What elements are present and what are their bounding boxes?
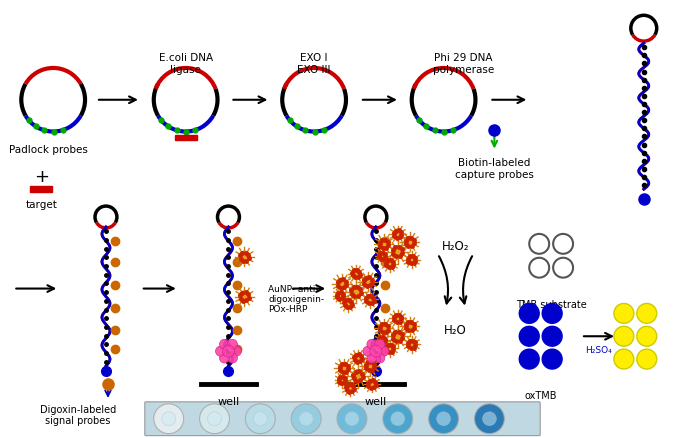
Bar [30,187,52,193]
Circle shape [338,363,349,374]
Text: TMB substrate: TMB substrate [516,300,586,310]
Circle shape [393,314,403,324]
Circle shape [219,339,229,350]
Circle shape [363,346,373,356]
Circle shape [232,346,241,356]
Text: oxTMB: oxTMB [525,390,558,400]
Circle shape [353,353,363,363]
Circle shape [239,291,250,302]
Circle shape [392,330,404,343]
Text: Padlock probes: Padlock probes [10,145,88,155]
Circle shape [429,404,458,434]
Circle shape [253,412,267,426]
Circle shape [227,353,238,363]
Circle shape [553,234,573,254]
Text: well: well [217,396,240,406]
Circle shape [367,353,377,363]
Circle shape [543,327,562,346]
Circle shape [338,376,346,384]
Circle shape [370,346,382,357]
Circle shape [349,286,362,298]
Circle shape [637,304,657,324]
Circle shape [393,230,403,239]
Circle shape [227,339,238,350]
Circle shape [404,237,415,248]
Circle shape [407,255,416,265]
Circle shape [337,404,367,434]
Circle shape [378,323,389,334]
Text: Biotin-labeled
capture probes: Biotin-labeled capture probes [455,158,534,180]
Circle shape [367,379,377,389]
Text: EXO I
EXO III: EXO I EXO III [297,53,331,74]
Circle shape [367,339,377,350]
Circle shape [543,304,562,324]
Circle shape [614,327,634,346]
Circle shape [291,404,321,434]
Circle shape [223,346,234,357]
Circle shape [351,370,364,382]
Circle shape [365,295,375,305]
Circle shape [375,339,385,350]
Text: Digoxin-labeled
signal probes: Digoxin-labeled signal probes [40,404,116,425]
Text: H₂O₂: H₂O₂ [442,239,469,252]
Circle shape [153,404,184,434]
Circle shape [530,234,549,254]
Circle shape [391,412,405,426]
Circle shape [543,350,562,369]
Circle shape [637,350,657,369]
Text: E.coli DNA
ligase: E.coli DNA ligase [158,53,213,74]
Circle shape [519,304,539,324]
Circle shape [216,346,225,356]
Circle shape [364,360,375,372]
Circle shape [436,412,451,426]
Circle shape [637,327,657,346]
Circle shape [530,258,549,278]
Text: H₂O: H₂O [444,324,467,336]
Circle shape [336,292,344,300]
Circle shape [299,412,313,426]
Circle shape [404,321,415,332]
Circle shape [351,269,361,279]
Circle shape [392,246,404,258]
Circle shape [162,412,175,426]
Circle shape [385,259,395,269]
Circle shape [378,239,389,250]
Circle shape [553,258,573,278]
Circle shape [482,412,497,426]
Text: well: well [364,396,387,406]
Bar [175,135,197,141]
FancyBboxPatch shape [145,402,540,436]
Text: AuNP- anti-
digoxigenin-
POx-HRP: AuNP- anti- digoxigenin- POx-HRP [269,284,325,314]
Circle shape [383,404,413,434]
Circle shape [475,404,504,434]
Circle shape [245,404,275,434]
Text: Phi 29 DNA
polymerase: Phi 29 DNA polymerase [433,53,494,74]
Text: +: + [34,168,49,186]
Circle shape [362,276,373,287]
Circle shape [377,252,386,260]
Circle shape [377,336,386,345]
Text: H₂SO₄: H₂SO₄ [586,346,612,354]
Circle shape [345,412,359,426]
Circle shape [199,404,229,434]
Circle shape [343,299,353,309]
Text: target: target [25,200,57,210]
Circle shape [519,350,539,369]
Circle shape [407,339,416,349]
Circle shape [336,279,347,290]
Circle shape [379,346,389,356]
Circle shape [614,304,634,324]
Circle shape [239,251,250,263]
Circle shape [519,327,539,346]
Circle shape [345,383,355,393]
Circle shape [614,350,634,369]
Circle shape [385,343,395,353]
Circle shape [375,353,385,363]
Circle shape [208,412,221,426]
Circle shape [219,353,229,363]
